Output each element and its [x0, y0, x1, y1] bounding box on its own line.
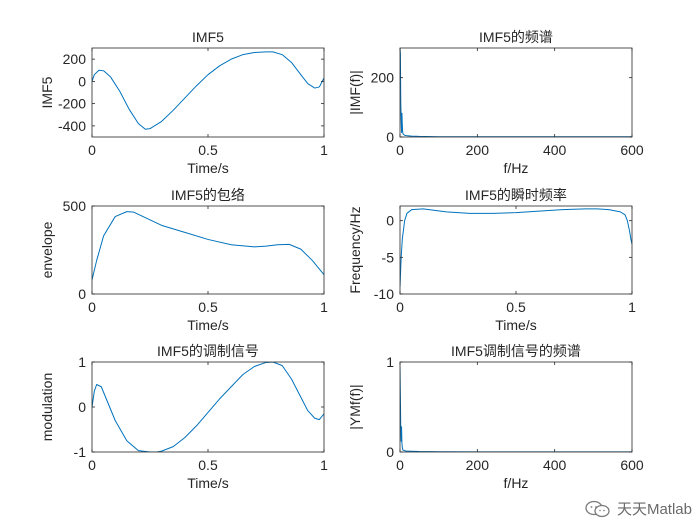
- y-tick-label: 0: [386, 444, 394, 460]
- y-tick-label: -400: [58, 118, 86, 134]
- x-axis-label: Time/s: [187, 160, 228, 176]
- y-axis-label: envelope: [39, 221, 55, 278]
- subplot-title: IMF5的包络: [171, 187, 245, 203]
- y-tick-label: 500: [63, 198, 87, 214]
- x-tick-label: 0: [396, 299, 404, 315]
- wechat-icon: [585, 500, 610, 517]
- series-line-2-1: [400, 48, 632, 137]
- series-line-6-1: [400, 366, 632, 452]
- subplot-title: IMF5的频谱: [479, 29, 553, 45]
- x-tick-label: 0.5: [506, 299, 526, 315]
- x-tick-label: 200: [466, 457, 490, 473]
- x-tick-label: 0: [88, 457, 96, 473]
- y-axis-label: Frequency/Hz: [347, 206, 363, 293]
- x-tick-label: 0: [396, 142, 404, 158]
- x-tick-label: 0: [88, 142, 96, 158]
- y-axis-label: modulation: [39, 373, 55, 442]
- x-tick-label: 1: [320, 142, 328, 158]
- x-axis-label: Time/s: [187, 317, 228, 333]
- y-tick-label: 1: [78, 354, 86, 370]
- x-axis-label: f/Hz: [504, 475, 529, 491]
- x-tick-label: 0: [396, 457, 404, 473]
- y-tick-label: 200: [63, 51, 87, 67]
- x-tick-label: 1: [628, 299, 636, 315]
- x-axis-label: f/Hz: [504, 160, 529, 176]
- watermark: 天天Matlab: [585, 498, 692, 519]
- subplot-title: IMF5调制信号的频谱: [451, 343, 581, 359]
- x-tick-label: 1: [320, 457, 328, 473]
- y-tick-label: -10: [374, 286, 394, 302]
- x-axis-label: Time/s: [187, 475, 228, 491]
- y-tick-label: 200: [371, 70, 395, 86]
- x-tick-label: 0.5: [198, 142, 218, 158]
- series-line-4-1: [400, 208, 632, 287]
- y-tick-label: -200: [58, 96, 86, 112]
- axes-box: [399, 205, 633, 295]
- y-tick-label: 0: [78, 286, 86, 302]
- y-tick-label: 0: [386, 213, 394, 229]
- series-line-3-1: [92, 211, 324, 281]
- subplot-title: IMF5的瞬时频率: [465, 187, 567, 203]
- x-tick-label: 0.5: [198, 457, 218, 473]
- x-axis-label: Time/s: [495, 317, 536, 333]
- x-tick-label: 600: [620, 142, 644, 158]
- subplot-4: 0 0.5 1 0 -5 -10 IMF5的瞬时频率 Time/s Frequency/Hz: [347, 187, 636, 333]
- subplot-2: 0 200 400 600 0 200 IMF5的频谱 f/Hz |IMF(f)|: [347, 29, 644, 176]
- x-tick-label: 600: [620, 457, 644, 473]
- y-tick-label: 0: [78, 73, 86, 89]
- subplot-3: 0 0.5 1 0 500 IMF5的包络 Time/s envelope: [39, 187, 328, 333]
- axes-box: [91, 205, 325, 295]
- y-tick-label: 1: [386, 354, 394, 370]
- series-line-5-1: [92, 362, 324, 452]
- x-tick-label: 0.5: [198, 299, 218, 315]
- x-tick-label: 400: [543, 142, 567, 158]
- x-tick-label: 0: [88, 299, 96, 315]
- axes-box: [91, 47, 325, 138]
- y-tick-label: 0: [386, 129, 394, 145]
- y-axis-label: |YMf(f)|: [347, 384, 363, 429]
- y-tick-label: -5: [382, 249, 395, 265]
- subplot-title: IMF5的调制信号: [157, 343, 259, 359]
- y-tick-label: 0: [78, 399, 86, 415]
- subplot-title: IMF5: [192, 29, 224, 45]
- watermark-text: 天天Matlab: [616, 501, 692, 518]
- x-tick-label: 1: [320, 299, 328, 315]
- subplot-6: 0 200 400 600 0 1 IMF5调制信号的频谱 f/Hz |YMf(f)|: [347, 343, 644, 491]
- x-tick-label: 400: [543, 457, 567, 473]
- y-axis-label: IMF5: [39, 76, 55, 108]
- y-axis-label: |IMF(f)|: [347, 70, 363, 115]
- axes-box: [399, 47, 633, 138]
- y-tick-label: -1: [74, 444, 87, 460]
- series-line-1-1: [92, 51, 324, 130]
- axes-box: [399, 361, 633, 453]
- x-tick-label: 200: [466, 142, 490, 158]
